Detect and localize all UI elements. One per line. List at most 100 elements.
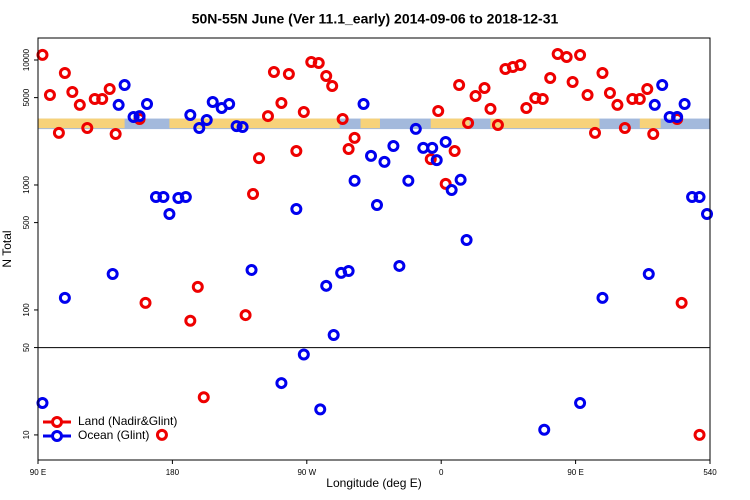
data-point — [430, 154, 443, 167]
data-point — [426, 141, 439, 154]
data-point — [648, 98, 661, 111]
data-point — [439, 135, 452, 148]
data-point — [81, 121, 94, 134]
plot-frame — [37, 37, 711, 461]
y-tick-label: 10 — [22, 430, 31, 439]
data-point — [370, 198, 383, 211]
data-point — [184, 109, 197, 122]
data-point — [671, 110, 684, 123]
data-point — [618, 121, 631, 134]
data-point — [378, 155, 391, 168]
data-point — [596, 67, 609, 80]
data-point — [127, 110, 140, 123]
data-point — [633, 92, 646, 105]
data-point — [642, 267, 655, 280]
legend-label: Ocean (Glint) — [78, 428, 149, 442]
data-point — [581, 88, 594, 101]
band — [38, 118, 125, 129]
data-point — [297, 348, 310, 361]
data-point — [686, 190, 699, 203]
data-point — [275, 96, 288, 109]
data-point — [245, 263, 258, 276]
data-point — [139, 296, 152, 309]
chart-title: 50N-55N June (Ver 11.1_early) 2014-09-06… — [192, 11, 559, 27]
data-point — [320, 69, 333, 82]
data-point — [73, 98, 86, 111]
data-point — [275, 377, 288, 390]
data-point — [58, 67, 71, 80]
data-point — [320, 279, 333, 292]
data-point — [693, 428, 706, 441]
data-point — [118, 78, 131, 91]
legend-marker — [51, 430, 63, 442]
data-point — [112, 98, 125, 111]
data-point — [133, 110, 146, 123]
data-point — [200, 114, 213, 127]
data-point — [469, 90, 482, 103]
x-tick-label: 90 W — [297, 468, 316, 477]
data-point — [675, 296, 688, 309]
data-point — [538, 423, 551, 436]
data-point — [387, 140, 400, 153]
data-point — [149, 190, 162, 203]
data-point — [155, 428, 168, 441]
band — [360, 118, 380, 129]
data-point — [574, 397, 587, 410]
data-point — [103, 83, 116, 96]
band — [430, 118, 470, 129]
data-point — [611, 98, 624, 111]
data-point — [326, 80, 339, 93]
band — [490, 118, 600, 129]
data-point — [574, 49, 587, 62]
data-point — [230, 120, 243, 133]
data-point — [560, 50, 573, 63]
x-tick-label: 180 — [166, 468, 180, 477]
data-point — [491, 118, 504, 131]
data-point — [36, 397, 49, 410]
band — [639, 118, 661, 129]
data-point — [223, 97, 236, 110]
x-tick-label: 0 — [439, 468, 444, 477]
x-axis-label: Longitude (deg E) — [326, 476, 421, 490]
data-point — [484, 102, 497, 115]
data-point — [701, 207, 714, 220]
data-point — [36, 48, 49, 61]
data-point — [290, 145, 303, 158]
data-point — [693, 190, 706, 203]
data-point — [514, 59, 527, 72]
x-tick-label: 90 E — [30, 468, 46, 477]
legend-label: Land (Nadir&Glint) — [78, 414, 177, 428]
data-point — [453, 78, 466, 91]
data-point — [424, 153, 437, 166]
data-point — [656, 78, 669, 91]
data-point — [342, 264, 355, 277]
data-point — [193, 121, 206, 134]
data-point — [544, 71, 557, 84]
y-tick-label: 500 — [22, 215, 31, 229]
data-point — [236, 121, 249, 134]
data-point — [66, 85, 79, 98]
data-point — [348, 174, 361, 187]
data-point — [179, 190, 192, 203]
data-point — [402, 174, 415, 187]
data-point — [336, 113, 349, 126]
data-point — [342, 143, 355, 156]
data-point — [141, 97, 154, 110]
data-point — [462, 117, 475, 130]
data-point — [312, 57, 325, 70]
data-point — [409, 122, 422, 135]
data-point — [393, 259, 406, 272]
data-point — [282, 67, 295, 80]
data-point — [197, 391, 210, 404]
data-point — [184, 314, 197, 327]
data-point — [43, 88, 56, 101]
data-point — [88, 92, 101, 105]
data-point — [520, 102, 533, 115]
data-point — [239, 309, 252, 322]
data-point — [247, 187, 260, 200]
data-point — [647, 127, 660, 140]
data-point — [432, 104, 445, 117]
data-point — [52, 126, 65, 139]
data-point — [253, 152, 266, 165]
